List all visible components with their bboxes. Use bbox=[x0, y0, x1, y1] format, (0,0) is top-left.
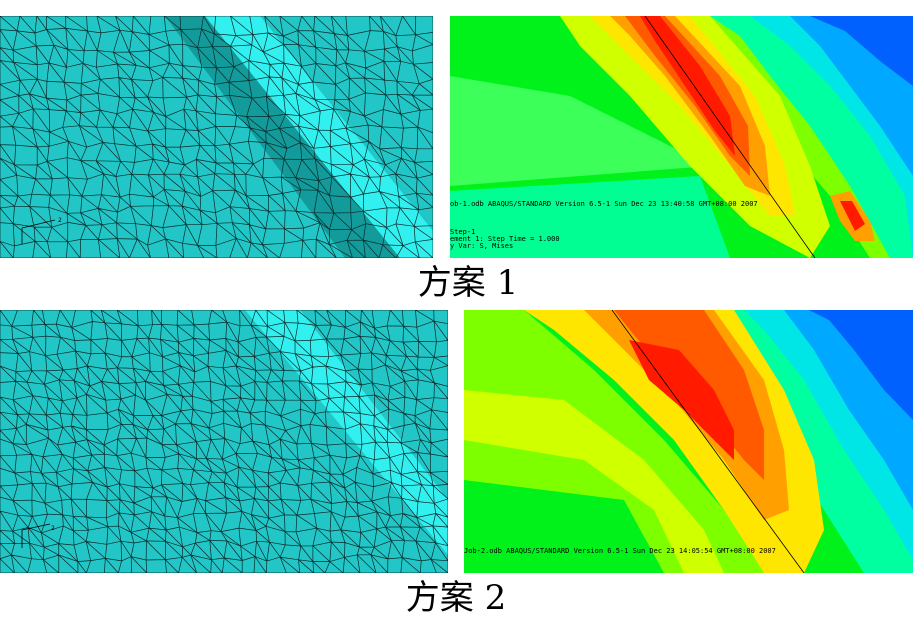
scheme2-odb-info: Job-2.odb ABAQUS/STANDARD Version 6.5-1 … bbox=[464, 547, 776, 555]
scheme1-step-info: Step-1 bbox=[450, 228, 475, 236]
scheme1-mesh-drawing: 2 bbox=[0, 16, 433, 258]
scheme1-axis-triad bbox=[21, 219, 56, 244]
scheme2-contour-panel: Job-2.odb ABAQUS/STANDARD Version 6.5-1 … bbox=[464, 310, 913, 573]
scheme2-mesh-drawing: 2 bbox=[0, 310, 448, 573]
scheme2-axis-triad bbox=[21, 523, 51, 548]
scheme2-contour-drawing: Job-2.odb ABAQUS/STANDARD Version 6.5-1 … bbox=[464, 310, 913, 573]
scheme1-mesh-lines bbox=[0, 16, 433, 258]
scheme1-caption: 方案 1 bbox=[417, 263, 519, 303]
scheme2-fault-line bbox=[611, 310, 805, 573]
scheme1-mesh-bright-band bbox=[205, 16, 433, 258]
scheme1-var-info: y Var: S, Mises bbox=[450, 242, 513, 250]
scheme2-axis-label: 2 bbox=[51, 525, 55, 532]
mesh-grid bbox=[0, 310, 448, 573]
scheme2-mesh-panel: 2 bbox=[0, 310, 448, 573]
scheme2-caption: 方案 2 bbox=[405, 578, 507, 618]
scheme2-mesh-lines bbox=[0, 310, 448, 573]
scheme1-mesh-panel: 2 bbox=[0, 16, 433, 258]
mesh-grid bbox=[0, 16, 433, 258]
scheme1-axis-label: 2 bbox=[58, 217, 62, 224]
scheme2-mesh-bright-band bbox=[245, 310, 448, 555]
scheme1-increment-info: ement 1: Step Time = 1.000 bbox=[450, 235, 560, 243]
scheme1-contour-drawing: ob-1.odb ABAQUS/STANDARD Version 6.5-1 S… bbox=[450, 16, 913, 258]
scheme1-contour-panel: ob-1.odb ABAQUS/STANDARD Version 6.5-1 S… bbox=[450, 16, 913, 258]
scheme1-odb-info: ob-1.odb ABAQUS/STANDARD Version 6.5-1 S… bbox=[450, 200, 758, 208]
scheme1-fault-line bbox=[644, 16, 816, 258]
